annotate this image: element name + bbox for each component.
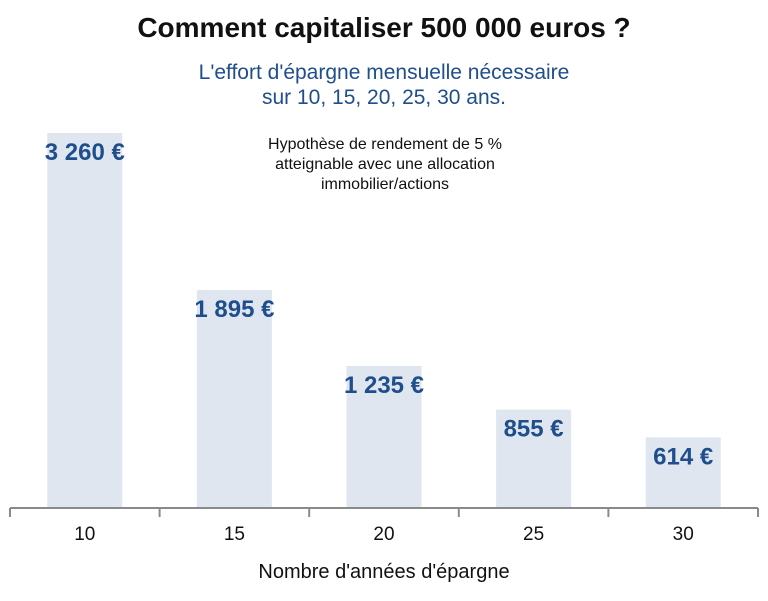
subtitle-line-2: sur 10, 15, 20, 25, 30 ans.: [261, 86, 506, 109]
x-tick-label-10: 10: [74, 524, 95, 545]
bar-10: [47, 133, 123, 508]
bar-20: [346, 365, 422, 508]
annotation-line-1: Hypothèse de rendement de 5 %: [268, 136, 502, 153]
value-label-20: 1 235 €: [344, 372, 424, 399]
value-label-25: 855 €: [504, 416, 564, 443]
value-label-15: 1 895 €: [194, 296, 274, 323]
x-tick-label-15: 15: [224, 524, 245, 545]
bar-15: [196, 290, 272, 508]
bar-30: [645, 437, 721, 508]
annotation-line-3: immobilier/actions: [320, 176, 450, 193]
value-label-30: 614 €: [653, 443, 713, 470]
annotation-line-2: atteignable avec une allocation: [275, 156, 495, 173]
x-tick-label-25: 25: [523, 524, 544, 545]
x-tick-label-20: 20: [373, 524, 394, 545]
chart-annotation: Hypothèse de rendement de 5 % atteignabl…: [205, 135, 565, 195]
chart-title: Comment capitaliser 500 000 euros ?: [137, 12, 631, 43]
x-axis-label: Nombre d'années d'épargne: [258, 561, 510, 583]
x-tick-label-30: 30: [673, 524, 694, 545]
chart-subtitle: L'effort d'épargne mensuelle nécessaire …: [0, 60, 768, 110]
subtitle-line-1: L'effort d'épargne mensuelle nécessaire: [198, 61, 570, 84]
bar-25: [496, 409, 572, 508]
value-label-10: 3 260 €: [45, 139, 125, 166]
